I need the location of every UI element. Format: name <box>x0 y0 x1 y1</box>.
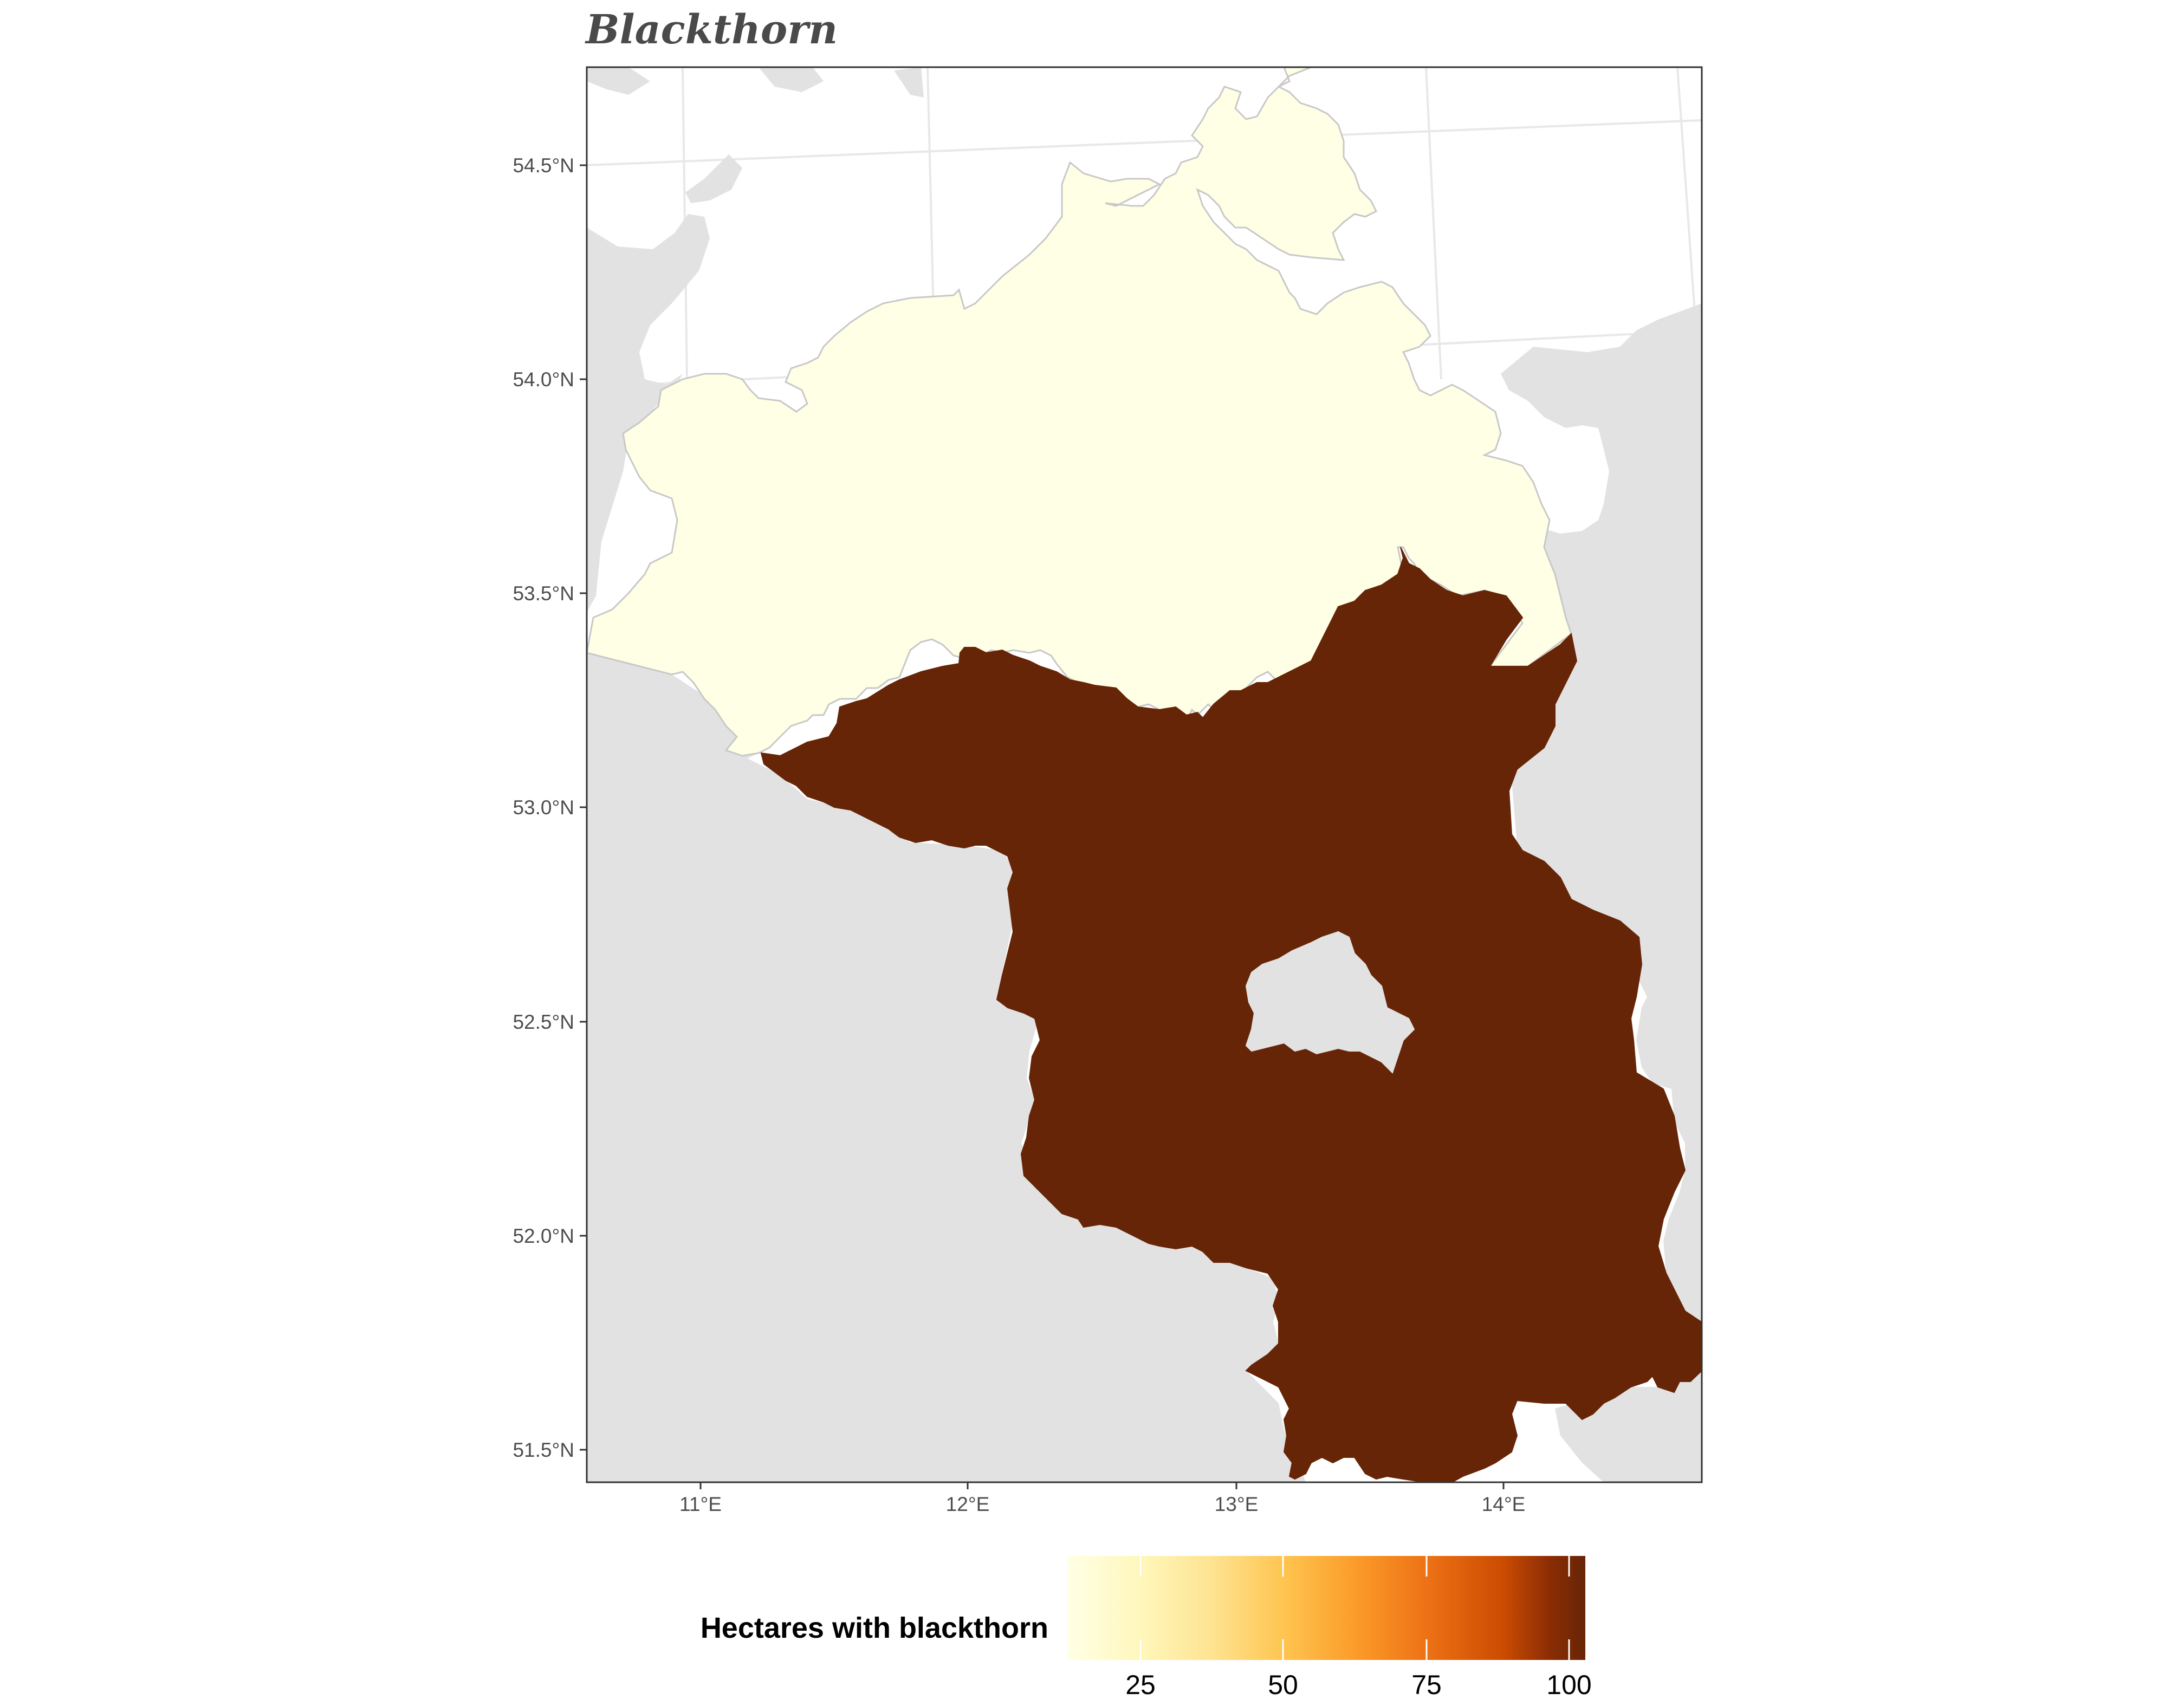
lat-label: 54.5°N <box>513 154 574 177</box>
region-brandenburg[interactable] <box>760 547 1702 1482</box>
legend-colorbar <box>1067 1556 1585 1660</box>
legend-label: 100 <box>1546 1670 1591 1700</box>
map-title: Blackthorn <box>585 7 838 53</box>
lon-label: 14°E <box>1482 1493 1526 1515</box>
lat-label: 53.5°N <box>513 582 574 605</box>
legend-title: Hectares with blackthorn <box>701 1612 1048 1644</box>
legend: Hectares with blackthorn 25 50 75 100 <box>701 1556 1592 1700</box>
lat-label: 53.0°N <box>513 796 574 819</box>
legend-label: 50 <box>1268 1670 1298 1700</box>
legend-label: 25 <box>1125 1670 1156 1700</box>
lon-label: 11°E <box>679 1493 722 1515</box>
map-panel <box>587 67 1702 1482</box>
lat-axis: 54.5°N 54.0°N 53.5°N 53.0°N 52.5°N 52.0°… <box>513 154 587 1461</box>
region-berlin[interactable] <box>1245 931 1415 1074</box>
lon-label: 12°E <box>946 1493 990 1515</box>
lat-label: 54.0°N <box>513 368 574 391</box>
lon-label: 13°E <box>1215 1493 1259 1515</box>
lat-label: 52.5°N <box>513 1011 574 1033</box>
lon-axis: 11°E 12°E 13°E 14°E <box>679 1482 1525 1515</box>
legend-label: 75 <box>1411 1670 1442 1700</box>
lat-label: 51.5°N <box>513 1439 574 1461</box>
map-panel-border <box>586 66 1703 1483</box>
lat-label: 52.0°N <box>513 1225 574 1247</box>
